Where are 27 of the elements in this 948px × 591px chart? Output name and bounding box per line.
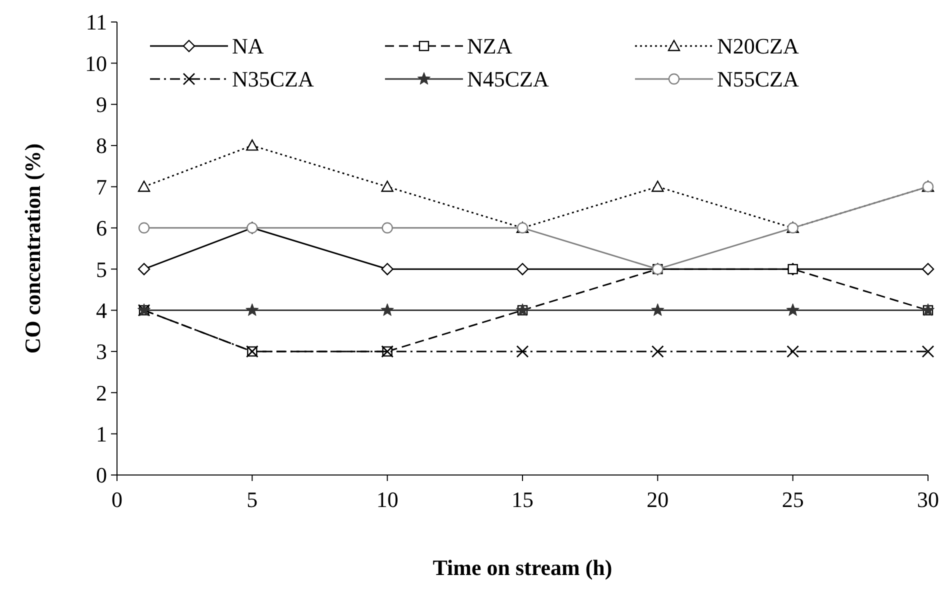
y-tick-label: 8 [96, 133, 107, 158]
legend-label: N20CZA [717, 34, 799, 59]
x-tick-label: 0 [112, 487, 122, 512]
y-tick-label: 5 [96, 256, 107, 282]
x-tick-label: 15 [512, 487, 534, 512]
y-tick-label: 4 [96, 298, 107, 323]
legend-label: NZA [467, 34, 512, 59]
y-tick-label: 0 [96, 462, 107, 488]
y-tick-label: 2 [96, 380, 107, 406]
legend-label: NA [232, 34, 264, 59]
y-tick-label: 3 [96, 339, 107, 364]
x-axis-title: Time on stream (h) [432, 555, 612, 580]
y-tick-label: 1 [96, 422, 107, 447]
y-tick-label: 10 [85, 50, 107, 76]
x-tick-label: 20 [646, 487, 669, 512]
legend-label: N35CZA [232, 66, 314, 92]
y-tick-label: 6 [96, 216, 107, 241]
y-axis-title: CO concentration (%) [20, 143, 45, 354]
x-tick-label: 5 [246, 487, 258, 512]
x-tick-label: 10 [376, 487, 398, 512]
y-tick-label: 9 [96, 92, 107, 118]
legend-label: N45CZA [467, 66, 549, 92]
y-tick-label: 11 [86, 10, 107, 35]
x-tick-label: 25 [782, 487, 804, 512]
legend-label: N55CZA [717, 66, 799, 92]
y-tick-label: 7 [96, 174, 107, 200]
x-tick-label: 30 [917, 487, 939, 512]
